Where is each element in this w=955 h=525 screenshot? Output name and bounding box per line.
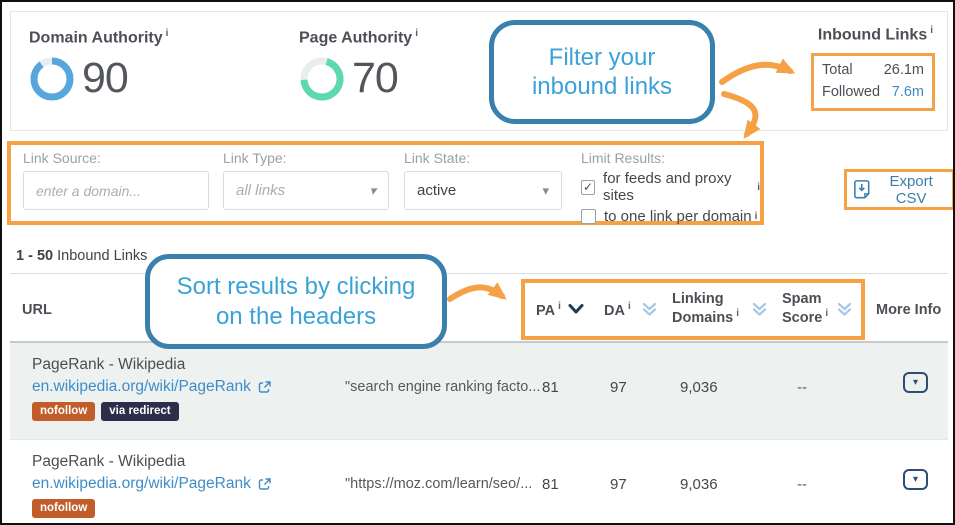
table-row: PageRank - Wikipedia en.wikipedia.org/wi… (10, 439, 948, 523)
pa-value: 81 (542, 379, 559, 396)
linking-domains-value: 9,036 (680, 476, 718, 493)
info-icon[interactable]: i (558, 301, 561, 312)
filter-annotation-callout: Filter your inbound links (489, 20, 715, 124)
da-value: 97 (610, 476, 627, 493)
sortable-icon[interactable] (752, 301, 767, 317)
page-authority-value: 70 (352, 54, 399, 103)
chevron-down-icon: ▾ (542, 182, 549, 198)
checkbox-feeds-proxy[interactable]: ✓ for feeds and proxy sites i (581, 170, 760, 204)
results-count: 1 - 50 Inbound Links (16, 248, 148, 264)
domain-authority-metric: Domain Authority i 90 (29, 28, 168, 103)
spam-score-value: -- (797, 379, 807, 396)
inbound-followed-row: Followed 7.6m (822, 82, 924, 104)
link-type-group: Link Type: all links ▾ (223, 150, 389, 210)
external-link-icon (258, 380, 271, 393)
external-link-icon (258, 477, 271, 490)
spam-score-value: -- (797, 476, 807, 493)
result-title: PageRank - Wikipedia (32, 356, 186, 373)
sortable-icon[interactable] (642, 301, 657, 317)
info-icon[interactable]: i (736, 308, 740, 320)
info-icon[interactable]: i (757, 181, 760, 193)
inbound-links-totals-box: Total 26.1m Followed 7.6m (811, 53, 935, 111)
column-header-spam-score[interactable]: Spam Score i (782, 291, 829, 327)
sortable-icon[interactable] (837, 301, 852, 317)
link-state-select[interactable]: active ▾ (404, 171, 562, 210)
export-csv-button[interactable]: Export CSV (844, 169, 953, 210)
checkbox-unchecked-icon[interactable] (581, 209, 596, 224)
anchor-text: "search engine ranking facto... (345, 379, 541, 395)
page-authority-metric: Page Authority i 70 (299, 28, 418, 103)
link-source-input[interactable] (23, 171, 209, 210)
via-redirect-badge: via redirect (101, 402, 179, 421)
checkbox-checked-icon[interactable]: ✓ (581, 179, 596, 195)
chevron-down-icon: ▾ (369, 182, 376, 198)
link-type-label: Link Type: (223, 150, 287, 166)
pa-value: 81 (542, 476, 559, 493)
sort-descending-icon[interactable] (568, 303, 584, 315)
link-source-group: Link Source: (23, 150, 209, 210)
link-state-group: Link State: active ▾ (404, 150, 562, 210)
filter-bar: Link Source: Link Type: all links ▾ Link… (7, 141, 764, 225)
info-icon[interactable]: i (754, 211, 758, 222)
column-header-url[interactable]: URL (22, 302, 52, 318)
link-state-label: Link State: (404, 150, 471, 166)
nofollow-badge: nofollow (32, 499, 96, 518)
info-icon[interactable]: i (825, 308, 829, 320)
more-info-button[interactable]: ▾ (903, 372, 928, 393)
result-title: PageRank - Wikipedia (32, 453, 186, 470)
export-csv-label: Export CSV (889, 172, 933, 207)
linking-domains-value: 9,036 (680, 379, 718, 396)
link-type-select[interactable]: all links ▾ (223, 171, 389, 210)
limit-results-label: Limit Results: (581, 150, 666, 166)
metrics-card: Domain Authority i 90 Page Authority i 70 (10, 11, 948, 131)
page-authority-donut (300, 57, 344, 101)
column-header-more-info: More Info (876, 302, 942, 318)
arrow-to-sort-headers (447, 282, 507, 302)
da-value: 97 (610, 379, 627, 396)
result-url-link[interactable]: en.wikipedia.org/wiki/PageRank (32, 475, 272, 493)
anchor-text: "https://moz.com/learn/seo/... (345, 476, 533, 492)
domain-authority-donut (30, 57, 74, 101)
total-value: 26.1m (883, 62, 924, 78)
inbound-links-title: Inbound Links i (817, 25, 933, 44)
column-header-linking-domains[interactable]: Linking Domains i (672, 291, 740, 327)
info-icon[interactable]: i (415, 28, 418, 39)
followed-value[interactable]: 7.6m (891, 83, 924, 100)
link-tags: nofollow via redirect (32, 402, 179, 421)
caret-down-icon: ▾ (912, 473, 919, 485)
checkbox-one-link-per-domain[interactable]: to one link per domain i (581, 208, 760, 225)
table-header-top-divider (10, 273, 948, 274)
caret-down-icon: ▾ (912, 376, 919, 388)
total-label: Total (822, 62, 853, 78)
column-header-pa[interactable]: PA i (536, 301, 561, 319)
result-url-link[interactable]: en.wikipedia.org/wiki/PageRank (32, 378, 272, 396)
nofollow-badge: nofollow (32, 402, 96, 421)
column-header-da[interactable]: DA i (604, 301, 631, 319)
table-row: PageRank - Wikipedia en.wikipedia.org/wi… (10, 343, 948, 439)
page-authority-label: Page Authority (299, 29, 413, 47)
inbound-total-row: Total 26.1m (822, 60, 924, 82)
info-icon[interactable]: i (627, 301, 631, 312)
download-icon (854, 180, 870, 199)
link-source-label: Link Source: (23, 150, 101, 166)
table-header-bottom-divider (10, 341, 948, 343)
info-icon[interactable]: i (930, 25, 933, 36)
limit-results-group: Limit Results: ✓ for feeds and proxy sit… (581, 150, 760, 225)
domain-authority-value: 90 (82, 54, 129, 103)
followed-label: Followed (822, 83, 881, 100)
info-icon[interactable]: i (165, 28, 169, 39)
more-info-button[interactable]: ▾ (903, 469, 928, 490)
domain-authority-label: Domain Authority (29, 29, 163, 47)
link-tags: nofollow (32, 499, 96, 518)
sort-annotation-callout: Sort results by clicking on the headers (145, 254, 447, 349)
